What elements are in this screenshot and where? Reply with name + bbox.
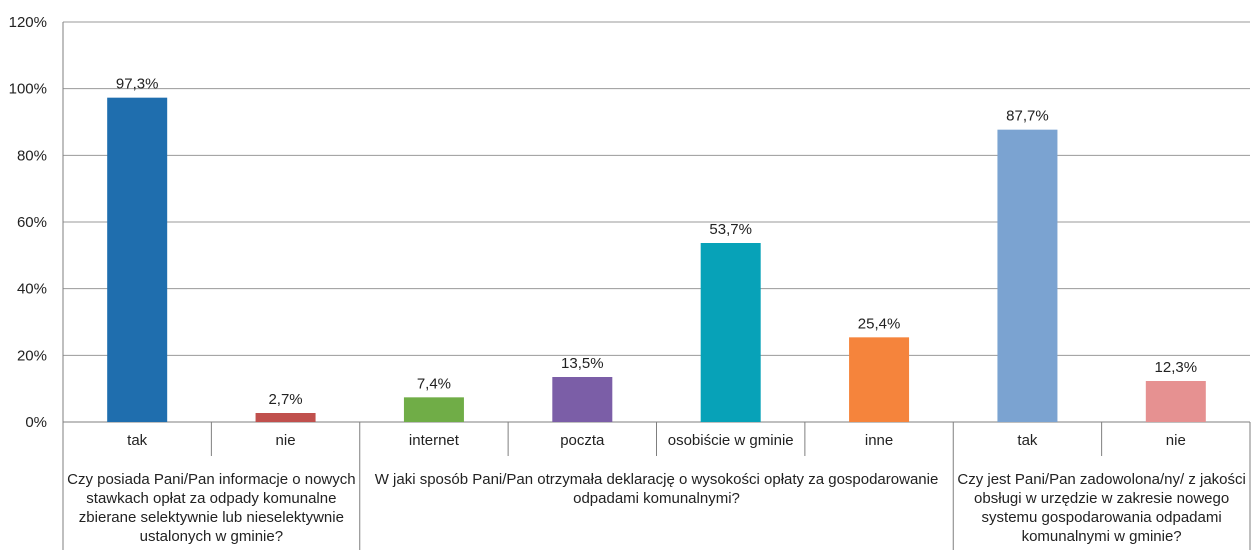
group-label-line: systemu gospodarowania odpadami <box>982 509 1222 526</box>
category-label: poczta <box>560 432 605 449</box>
bar[interactable] <box>1145 381 1206 422</box>
group-label-line: zbierane selektywnie lub nieselektywnie <box>79 509 344 526</box>
data-label: 7,4% <box>417 375 451 392</box>
bar[interactable] <box>552 377 613 422</box>
group-label-line: W jaki sposób Pani/Pan otrzymała deklara… <box>375 471 939 488</box>
y-tick-label: 120% <box>9 14 47 31</box>
data-label: 12,3% <box>1155 359 1198 376</box>
bar[interactable] <box>849 337 910 422</box>
group-label-line: Czy posiada Pani/Pan informacje o nowych <box>67 471 356 488</box>
category-label: nie <box>276 432 296 449</box>
y-tick-label: 80% <box>17 147 47 164</box>
y-tick-label: 60% <box>17 214 47 231</box>
category-label: tak <box>1017 432 1038 449</box>
bar[interactable] <box>107 97 168 423</box>
group-label-line: stawkach opłat za odpady komunalne <box>86 490 336 507</box>
category-label: nie <box>1166 432 1186 449</box>
bar[interactable] <box>700 243 761 422</box>
data-label: 53,7% <box>709 221 752 238</box>
group-label-line: odpadami komunalnymi? <box>573 490 740 507</box>
y-tick-label: 0% <box>25 414 47 431</box>
group-label-line: obsługi w urzędzie w zakresie nowego <box>974 490 1229 507</box>
bar[interactable] <box>997 129 1058 422</box>
category-label: inne <box>865 432 893 449</box>
bar[interactable] <box>255 413 316 422</box>
category-label: tak <box>127 432 148 449</box>
data-label: 87,7% <box>1006 108 1049 125</box>
data-label: 25,4% <box>858 315 901 332</box>
group-label-line: komunalnymi w gminie? <box>1022 528 1182 545</box>
group-label-line: ustalonych w gminie? <box>140 528 283 545</box>
category-label: internet <box>409 432 460 449</box>
y-tick-label: 40% <box>17 281 47 298</box>
category-label: osobiście w gminie <box>668 432 794 449</box>
group-label-line: Czy jest Pani/Pan zadowolona/ny/ z jakoś… <box>957 471 1245 488</box>
data-label: 97,3% <box>116 76 159 93</box>
bar[interactable] <box>403 397 464 422</box>
y-tick-label: 20% <box>17 347 47 364</box>
data-label: 2,7% <box>268 391 302 408</box>
y-tick-label: 100% <box>9 81 47 98</box>
data-label: 13,5% <box>561 355 604 372</box>
